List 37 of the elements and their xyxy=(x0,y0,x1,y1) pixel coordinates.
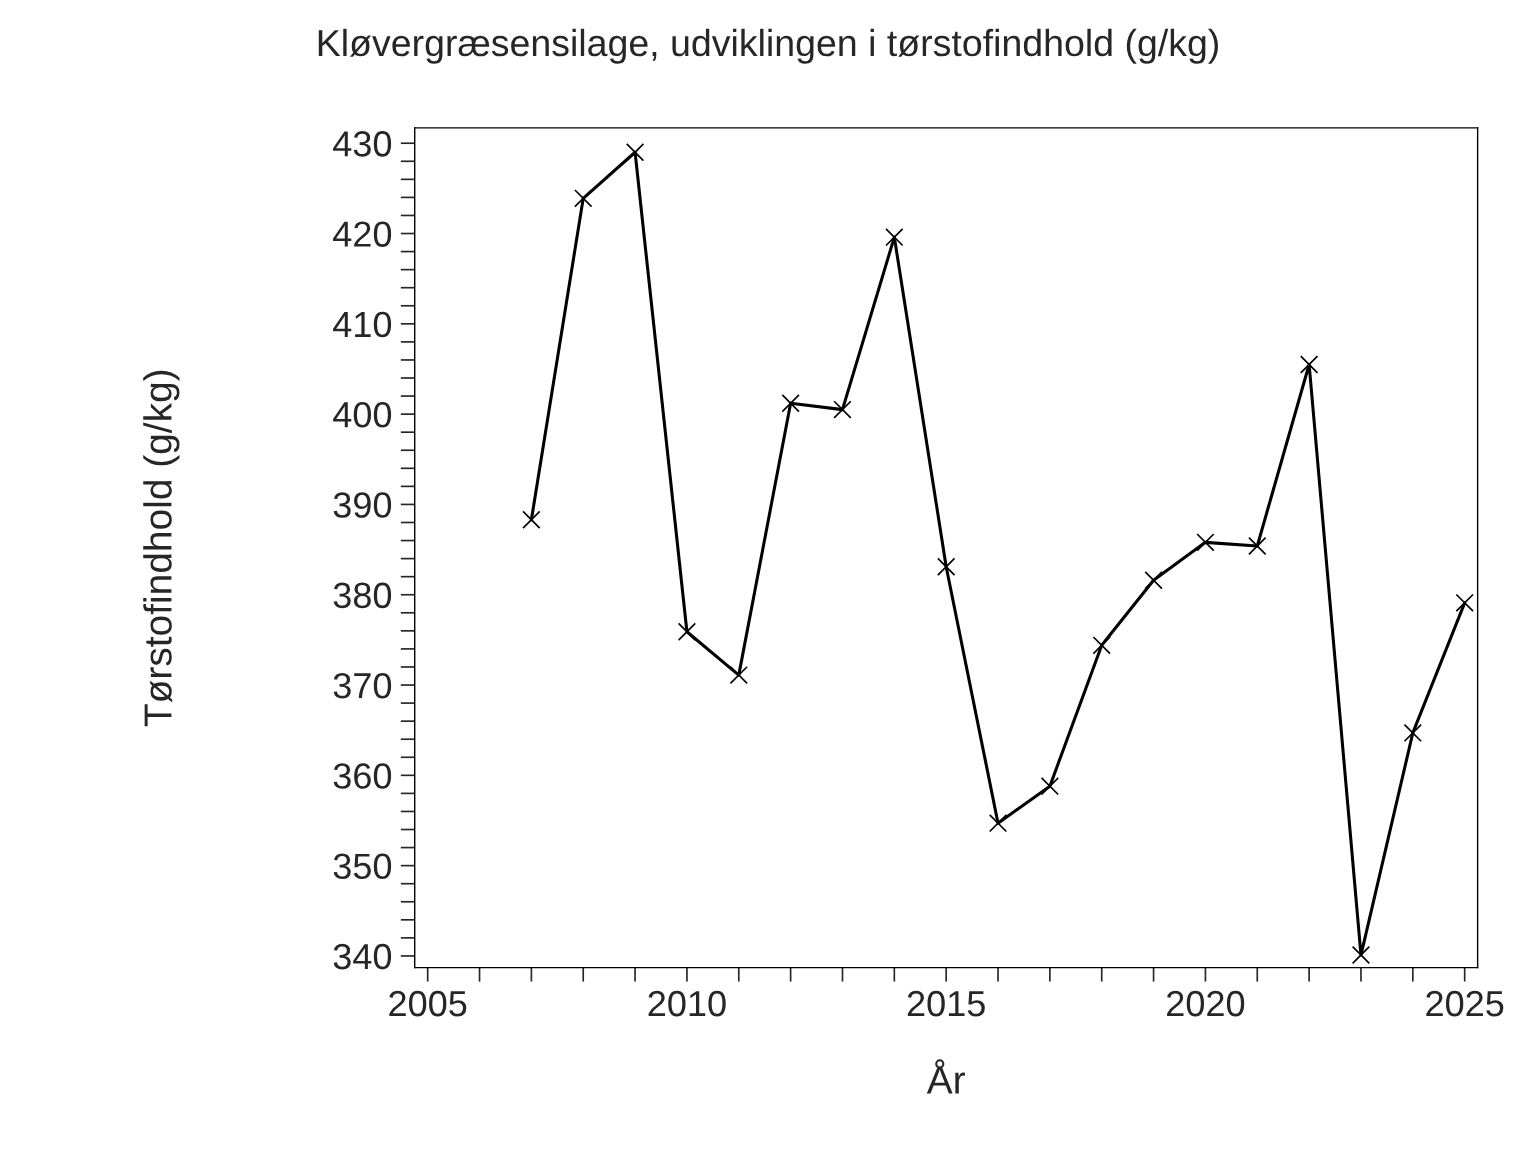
y-tick-label: 380 xyxy=(333,582,392,609)
point xyxy=(677,622,697,641)
y-tick-label: 340 xyxy=(333,943,392,970)
y-tick-label: 390 xyxy=(333,492,392,518)
y-tick-label: 420 xyxy=(333,221,392,247)
point xyxy=(833,400,852,419)
point xyxy=(1248,536,1267,556)
x-tick-label: 2015 xyxy=(907,990,985,1017)
point xyxy=(1299,355,1319,374)
y-tick-label: 400 xyxy=(333,402,392,428)
point xyxy=(1092,636,1111,655)
chart-title: Kløvergræsensilage, udviklingen i tørstofindhold (g/kg) xyxy=(318,28,1218,64)
point xyxy=(574,189,593,208)
y-tick-label: 370 xyxy=(333,672,392,699)
x-axis-title: År xyxy=(926,1059,965,1094)
y-tick-label: 410 xyxy=(333,311,392,338)
x-tick-label: 2025 xyxy=(1426,990,1504,1017)
y-tick-label: 360 xyxy=(333,763,392,789)
point xyxy=(781,394,800,413)
point xyxy=(885,227,904,247)
point xyxy=(729,665,748,685)
point xyxy=(1144,571,1163,590)
point xyxy=(937,557,956,576)
point xyxy=(988,814,1008,833)
point xyxy=(522,510,541,529)
y-tick-label: 430 xyxy=(333,131,392,157)
y-tick-label: 350 xyxy=(333,853,392,880)
point xyxy=(1403,723,1422,743)
x-tick-label: 2010 xyxy=(648,990,726,1017)
x-tick-label: 2005 xyxy=(389,990,467,1017)
x-tick-label: 2020 xyxy=(1167,990,1245,1017)
point xyxy=(1196,533,1215,552)
y-axis-title: Tørstofindhold (g/kg) xyxy=(143,370,180,727)
point xyxy=(1351,945,1371,965)
point xyxy=(625,143,645,162)
point xyxy=(1455,593,1474,613)
point xyxy=(1040,777,1060,796)
